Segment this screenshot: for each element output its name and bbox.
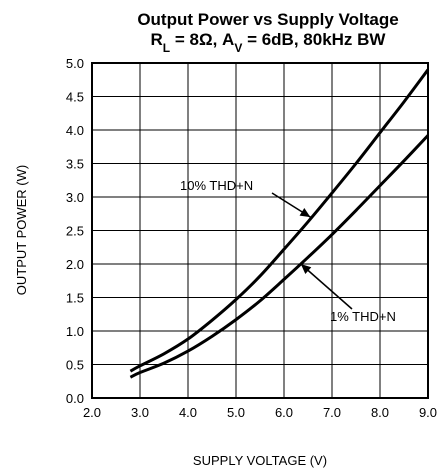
x-tick-label: 4.0 <box>179 405 197 420</box>
x-tick-label: 6.0 <box>275 405 293 420</box>
x-tick-label: 9.0 <box>419 405 437 420</box>
annotation-label-0: 10% THD+N <box>180 178 253 193</box>
y-tick-labels: 0.0 0.5 1.0 1.5 2.0 2.5 3.0 3.5 4.0 4.5 5.0 <box>66 56 84 406</box>
x-tick-label: 2.0 <box>83 405 101 420</box>
x-axis-label: SUPPLY VOLTAGE (V) <box>193 453 327 468</box>
x-tick-label: 3.0 <box>131 405 149 420</box>
annotation-arrow-line-1 <box>300 263 353 310</box>
y-tick-label: 1.5 <box>66 291 84 306</box>
plot-frame <box>91 62 429 399</box>
y-axis-label: OUTPUT POWER (W) <box>14 165 29 295</box>
grid <box>91 62 429 399</box>
y-tick-label: 3.0 <box>66 190 84 205</box>
y-tick-label: 2.5 <box>66 224 84 239</box>
y-tick-label: 2.0 <box>66 257 84 272</box>
annotation-label-1: 1% THD+N <box>330 309 396 324</box>
y-tick-label: 0.5 <box>66 358 84 373</box>
y-tick-label: 1.0 <box>66 324 84 339</box>
annotation-arrowhead-1 <box>300 264 312 274</box>
x-tick-label: 5.0 <box>227 405 245 420</box>
annotation-arrowhead-0 <box>299 207 311 218</box>
y-tick-label: 0.0 <box>66 391 84 406</box>
x-tick-label: 7.0 <box>323 405 341 420</box>
y-tick-label: 3.5 <box>66 157 84 172</box>
x-tick-labels: 2.0 3.0 4.0 5.0 6.0 7.0 8.0 9.0 <box>83 405 437 420</box>
y-tick-label: 4.0 <box>66 123 84 138</box>
series-line-1 <box>129 134 430 379</box>
x-tick-label: 8.0 <box>371 405 389 420</box>
series-line-0 <box>129 68 430 373</box>
annotations: 10% THD+N 1% THD+N <box>180 178 396 324</box>
chart-title-line2: RL = 8Ω, AV = 6dB, 80kHz BW <box>151 30 387 55</box>
y-tick-label: 4.5 <box>66 90 84 105</box>
series-lines <box>129 68 430 379</box>
y-tick-label: 5.0 <box>66 56 84 71</box>
chart-title-line1: Output Power vs Supply Voltage <box>137 10 398 29</box>
